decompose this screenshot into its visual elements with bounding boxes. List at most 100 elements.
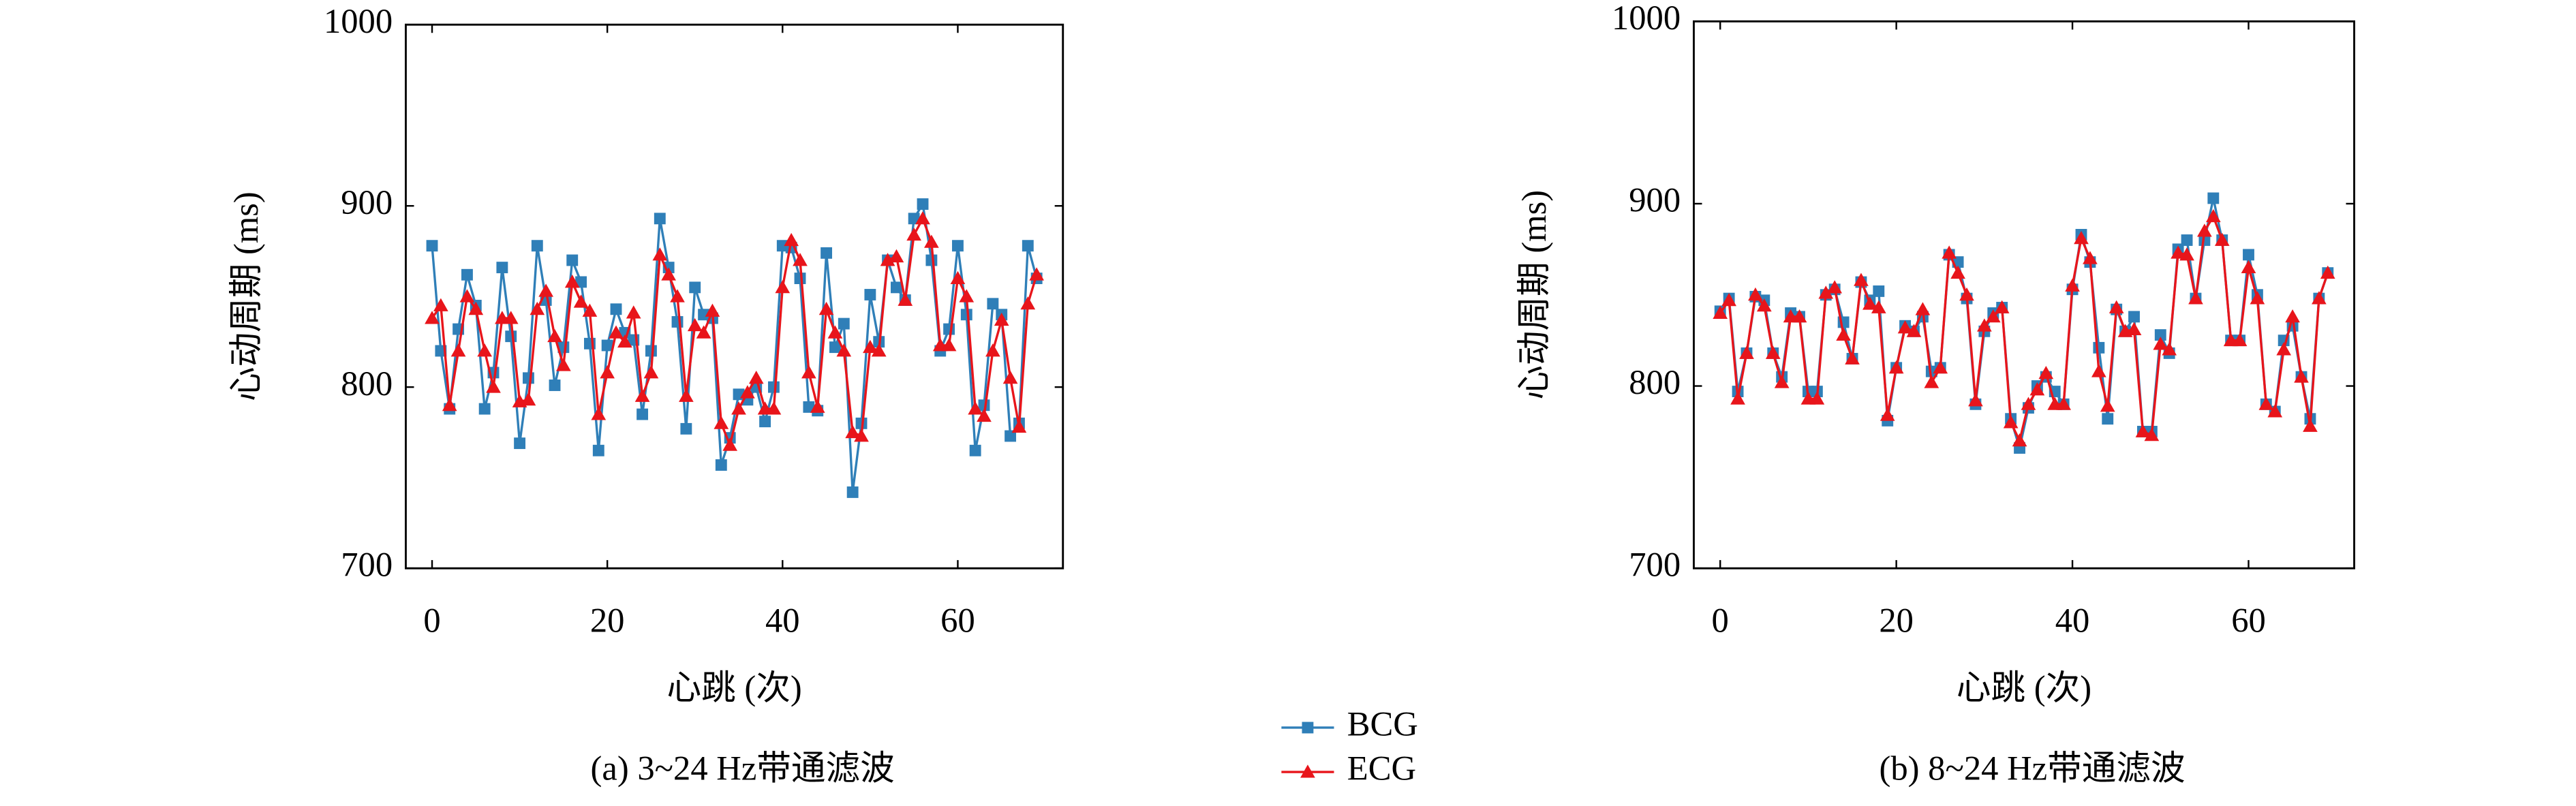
- y-axis-label: 心动周期 (ms): [1515, 190, 1553, 400]
- marker-square: [1302, 722, 1314, 734]
- marker-square: [821, 247, 833, 259]
- marker-triangle: [521, 392, 536, 406]
- marker-square: [855, 417, 868, 429]
- marker-square: [776, 240, 788, 252]
- marker-triangle: [977, 408, 992, 422]
- marker-triangle: [2038, 365, 2054, 379]
- marker-triangle: [634, 388, 650, 402]
- marker-triangle: [836, 343, 852, 357]
- marker-triangle: [1739, 345, 1754, 359]
- marker-triangle: [670, 289, 685, 303]
- marker-square: [759, 416, 771, 428]
- series-line: [1719, 213, 2329, 444]
- marker-triangle: [924, 234, 939, 248]
- marker-triangle: [968, 401, 983, 415]
- marker-triangle: [1748, 287, 1763, 301]
- marker-triangle: [2179, 247, 2194, 261]
- marker-square: [2243, 249, 2254, 261]
- y-tick-label: 700: [1629, 546, 1681, 584]
- x-tick-label: 20: [590, 602, 625, 640]
- marker-square: [514, 437, 526, 450]
- marker-triangle: [626, 305, 641, 319]
- marker-triangle: [2144, 427, 2160, 441]
- plot-frame: [1693, 20, 2355, 570]
- marker-triangle: [1809, 391, 1825, 405]
- marker-triangle: [1950, 265, 1965, 279]
- caption: (a) 3~24 Hz带通滤波: [591, 749, 895, 788]
- marker-triangle: [1897, 320, 1913, 334]
- marker-triangle: [1959, 287, 1974, 301]
- marker-triangle: [2056, 397, 2071, 410]
- marker-square: [2181, 234, 2193, 246]
- marker-triangle: [1854, 273, 1869, 286]
- marker-triangle: [2320, 265, 2335, 279]
- marker-triangle: [766, 401, 782, 415]
- marker-square: [1925, 365, 1937, 377]
- marker-triangle: [459, 289, 475, 303]
- marker-square: [2154, 329, 2166, 341]
- marker-triangle: [1792, 309, 1807, 323]
- marker-square: [2102, 413, 2114, 425]
- marker-triangle: [854, 429, 869, 442]
- marker-square: [908, 213, 920, 225]
- marker-triangle: [2029, 382, 2045, 396]
- marker-square: [925, 254, 938, 266]
- marker-square: [610, 303, 622, 315]
- marker-square: [645, 345, 657, 357]
- marker-triangle: [722, 437, 738, 451]
- marker-square: [846, 486, 859, 498]
- marker-triangle: [1002, 371, 1018, 384]
- marker-square: [2128, 311, 2140, 323]
- marker-triangle: [2074, 230, 2089, 245]
- marker-triangle: [863, 339, 878, 354]
- marker-square: [689, 281, 701, 294]
- marker-triangle: [679, 388, 694, 402]
- marker-triangle: [2003, 415, 2019, 429]
- marker-triangle: [2135, 424, 2151, 437]
- marker-triangle: [2162, 342, 2177, 356]
- marker-triangle: [889, 249, 904, 263]
- marker-triangle: [2250, 291, 2265, 305]
- marker-square: [1873, 285, 1885, 297]
- marker-square: [698, 309, 710, 321]
- y-axis-label: 心动周期 (ms): [227, 191, 265, 401]
- legend-label: ECG: [1347, 749, 1416, 788]
- marker-triangle: [1721, 292, 1736, 307]
- marker-square: [680, 422, 692, 435]
- marker-triangle: [1906, 324, 1922, 337]
- x-tick-label: 60: [940, 602, 975, 640]
- marker-triangle: [950, 270, 966, 285]
- marker-triangle: [994, 312, 1009, 326]
- marker-triangle: [2197, 223, 2212, 237]
- marker-triangle: [2214, 232, 2230, 246]
- marker-triangle: [1880, 407, 1895, 421]
- marker-triangle: [2303, 418, 2318, 432]
- marker-triangle: [600, 365, 615, 379]
- marker-triangle: [1985, 309, 2001, 323]
- marker-square: [2093, 341, 2105, 354]
- marker-triangle: [556, 358, 571, 371]
- marker-square: [426, 240, 438, 252]
- marker-triangle: [2083, 251, 2098, 264]
- marker-triangle: [1915, 302, 1931, 315]
- marker-triangle: [1871, 300, 1886, 313]
- marker-square: [829, 341, 841, 354]
- marker-triangle: [1713, 305, 1728, 319]
- marker-square: [715, 459, 727, 471]
- marker-triangle: [2258, 397, 2274, 410]
- marker-triangle: [1977, 318, 1992, 332]
- marker-triangle: [2294, 369, 2309, 383]
- marker-triangle: [1942, 245, 1957, 259]
- marker-triangle: [784, 232, 799, 247]
- x-tick-label: 0: [1712, 602, 1729, 640]
- marker-square: [2198, 234, 2211, 246]
- marker-triangle: [985, 343, 1000, 357]
- marker-triangle: [2232, 332, 2248, 347]
- x-tick-label: 40: [2055, 602, 2090, 640]
- marker-triangle: [1888, 360, 1904, 374]
- marker-triangle: [2171, 245, 2186, 259]
- marker-triangle: [1968, 393, 1983, 407]
- marker-square: [592, 444, 604, 456]
- marker-triangle: [661, 267, 677, 281]
